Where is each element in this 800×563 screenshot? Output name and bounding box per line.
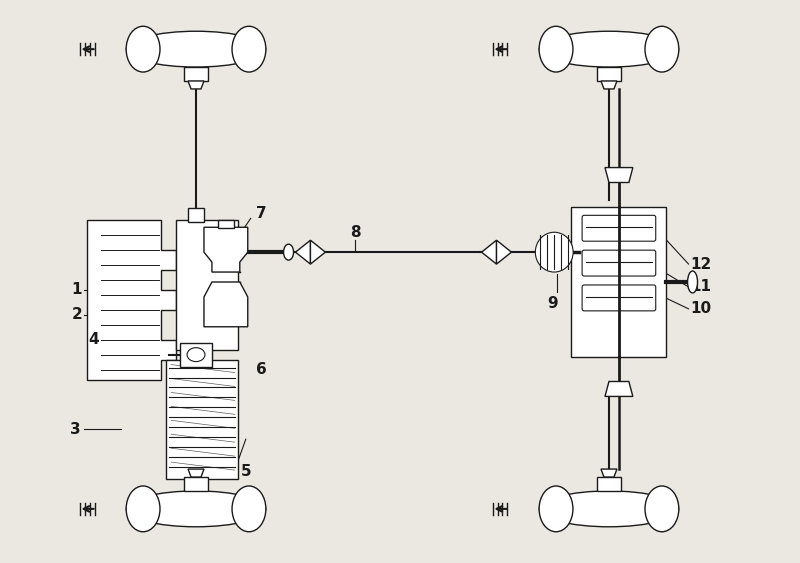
Text: 9: 9 [547,296,558,311]
Text: 12: 12 [690,257,712,271]
Text: 5: 5 [241,463,251,479]
Ellipse shape [645,486,679,532]
FancyBboxPatch shape [184,67,208,81]
FancyBboxPatch shape [582,250,656,276]
Polygon shape [605,168,633,182]
FancyBboxPatch shape [166,360,238,479]
FancyBboxPatch shape [582,285,656,311]
Text: 2: 2 [72,307,82,323]
FancyBboxPatch shape [218,220,234,228]
Text: 3: 3 [70,422,80,437]
Text: 11: 11 [690,279,711,294]
Text: 4: 4 [89,332,99,347]
Text: 7: 7 [256,206,266,221]
Ellipse shape [539,26,573,72]
Polygon shape [204,227,248,272]
Polygon shape [310,240,326,264]
Text: 1: 1 [72,283,82,297]
Ellipse shape [126,26,160,72]
Polygon shape [295,240,310,264]
Polygon shape [204,282,248,327]
Polygon shape [601,81,617,89]
Polygon shape [482,240,497,264]
FancyBboxPatch shape [571,207,666,356]
Ellipse shape [539,31,678,67]
Ellipse shape [539,491,678,527]
Ellipse shape [187,348,205,361]
FancyBboxPatch shape [180,343,212,367]
Ellipse shape [232,26,266,72]
FancyBboxPatch shape [188,208,204,222]
Polygon shape [86,220,176,379]
Polygon shape [188,469,204,477]
Text: 6: 6 [256,362,266,377]
Ellipse shape [126,491,266,527]
Ellipse shape [645,26,679,72]
FancyBboxPatch shape [582,215,656,241]
Ellipse shape [535,233,573,272]
Ellipse shape [539,486,573,532]
Polygon shape [497,240,511,264]
Ellipse shape [126,486,160,532]
Ellipse shape [687,271,698,293]
Polygon shape [605,382,633,396]
Text: 10: 10 [690,301,712,316]
FancyBboxPatch shape [597,67,621,81]
Polygon shape [601,469,617,477]
Text: 8: 8 [350,225,361,240]
Ellipse shape [126,31,266,67]
Ellipse shape [232,486,266,532]
Polygon shape [188,81,204,89]
Ellipse shape [283,244,294,260]
FancyBboxPatch shape [597,477,621,491]
FancyBboxPatch shape [176,220,238,350]
FancyBboxPatch shape [184,477,208,491]
